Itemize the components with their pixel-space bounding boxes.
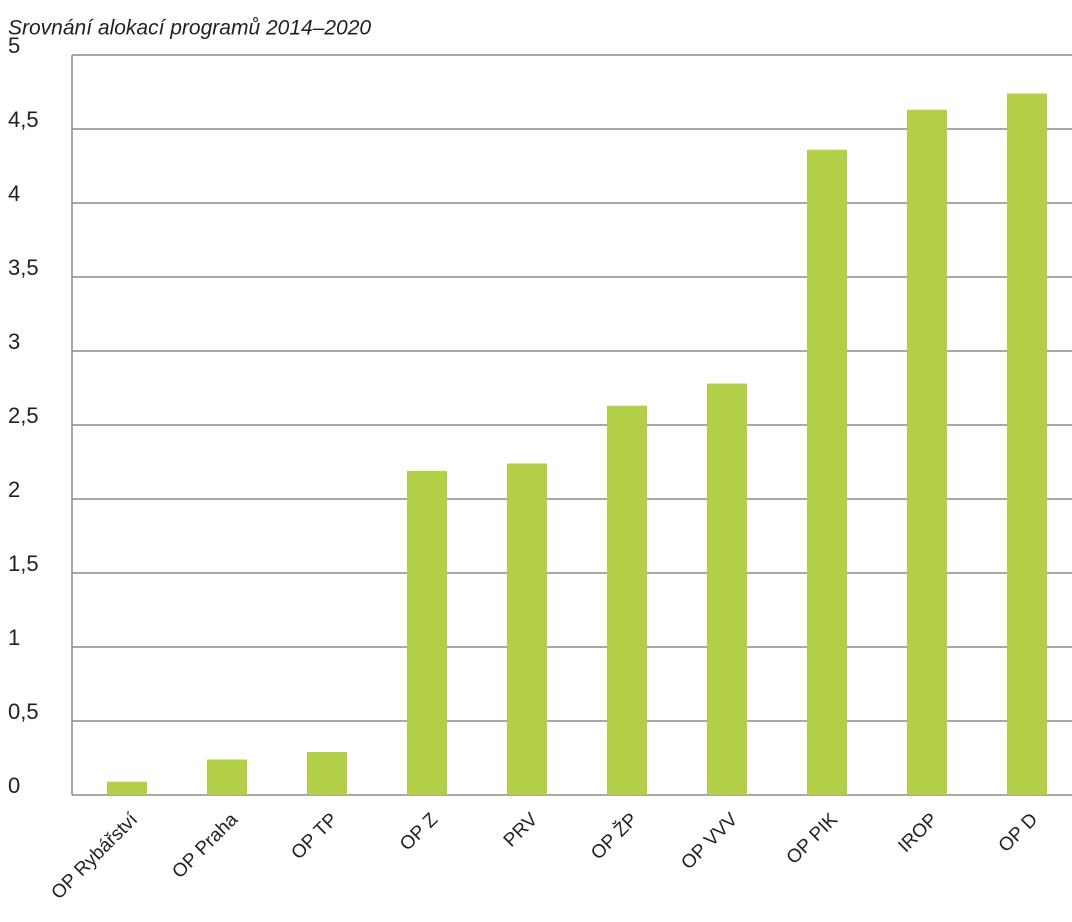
y-tick-label: 2,5: [8, 403, 39, 428]
x-tick-label: OP Z: [396, 809, 442, 855]
bar: [807, 149, 847, 796]
x-tick-label: OP Praha: [168, 809, 242, 883]
x-tick-label: PRV: [500, 809, 542, 851]
y-tick-label: 5: [8, 33, 20, 58]
y-tick-label: 0,5: [8, 699, 39, 724]
y-tick-label: 3,5: [8, 255, 39, 280]
bar: [607, 405, 647, 795]
x-tick-label: OP ŽP: [586, 809, 642, 865]
x-tick-label: OP Rybářství: [48, 809, 143, 904]
y-tick-label: 2: [8, 477, 20, 502]
bar: [407, 470, 447, 795]
bar: [207, 759, 247, 795]
x-tick-label: OP VVV: [677, 809, 742, 874]
bar: [707, 383, 747, 795]
bar: [507, 463, 547, 795]
bar: [107, 781, 147, 795]
x-tick-label: OP D: [995, 809, 1042, 856]
y-tick-label: 3: [8, 329, 20, 354]
x-tick-label: OP PIK: [783, 809, 843, 869]
x-tick-label: OP TP: [287, 809, 342, 864]
y-tick-label: 4: [8, 181, 20, 206]
chart-title: Srovnání alokací programů 2014–2020: [8, 17, 371, 40]
y-tick-label: 1,5: [8, 551, 39, 576]
y-tick-label: 0: [8, 773, 20, 798]
y-tick-label: 4,5: [8, 107, 39, 132]
bar: [907, 109, 947, 795]
bar: [307, 752, 347, 795]
x-tick-label: IROP: [894, 809, 942, 857]
y-tick-label: 1: [8, 625, 20, 650]
bar: [1007, 93, 1047, 796]
